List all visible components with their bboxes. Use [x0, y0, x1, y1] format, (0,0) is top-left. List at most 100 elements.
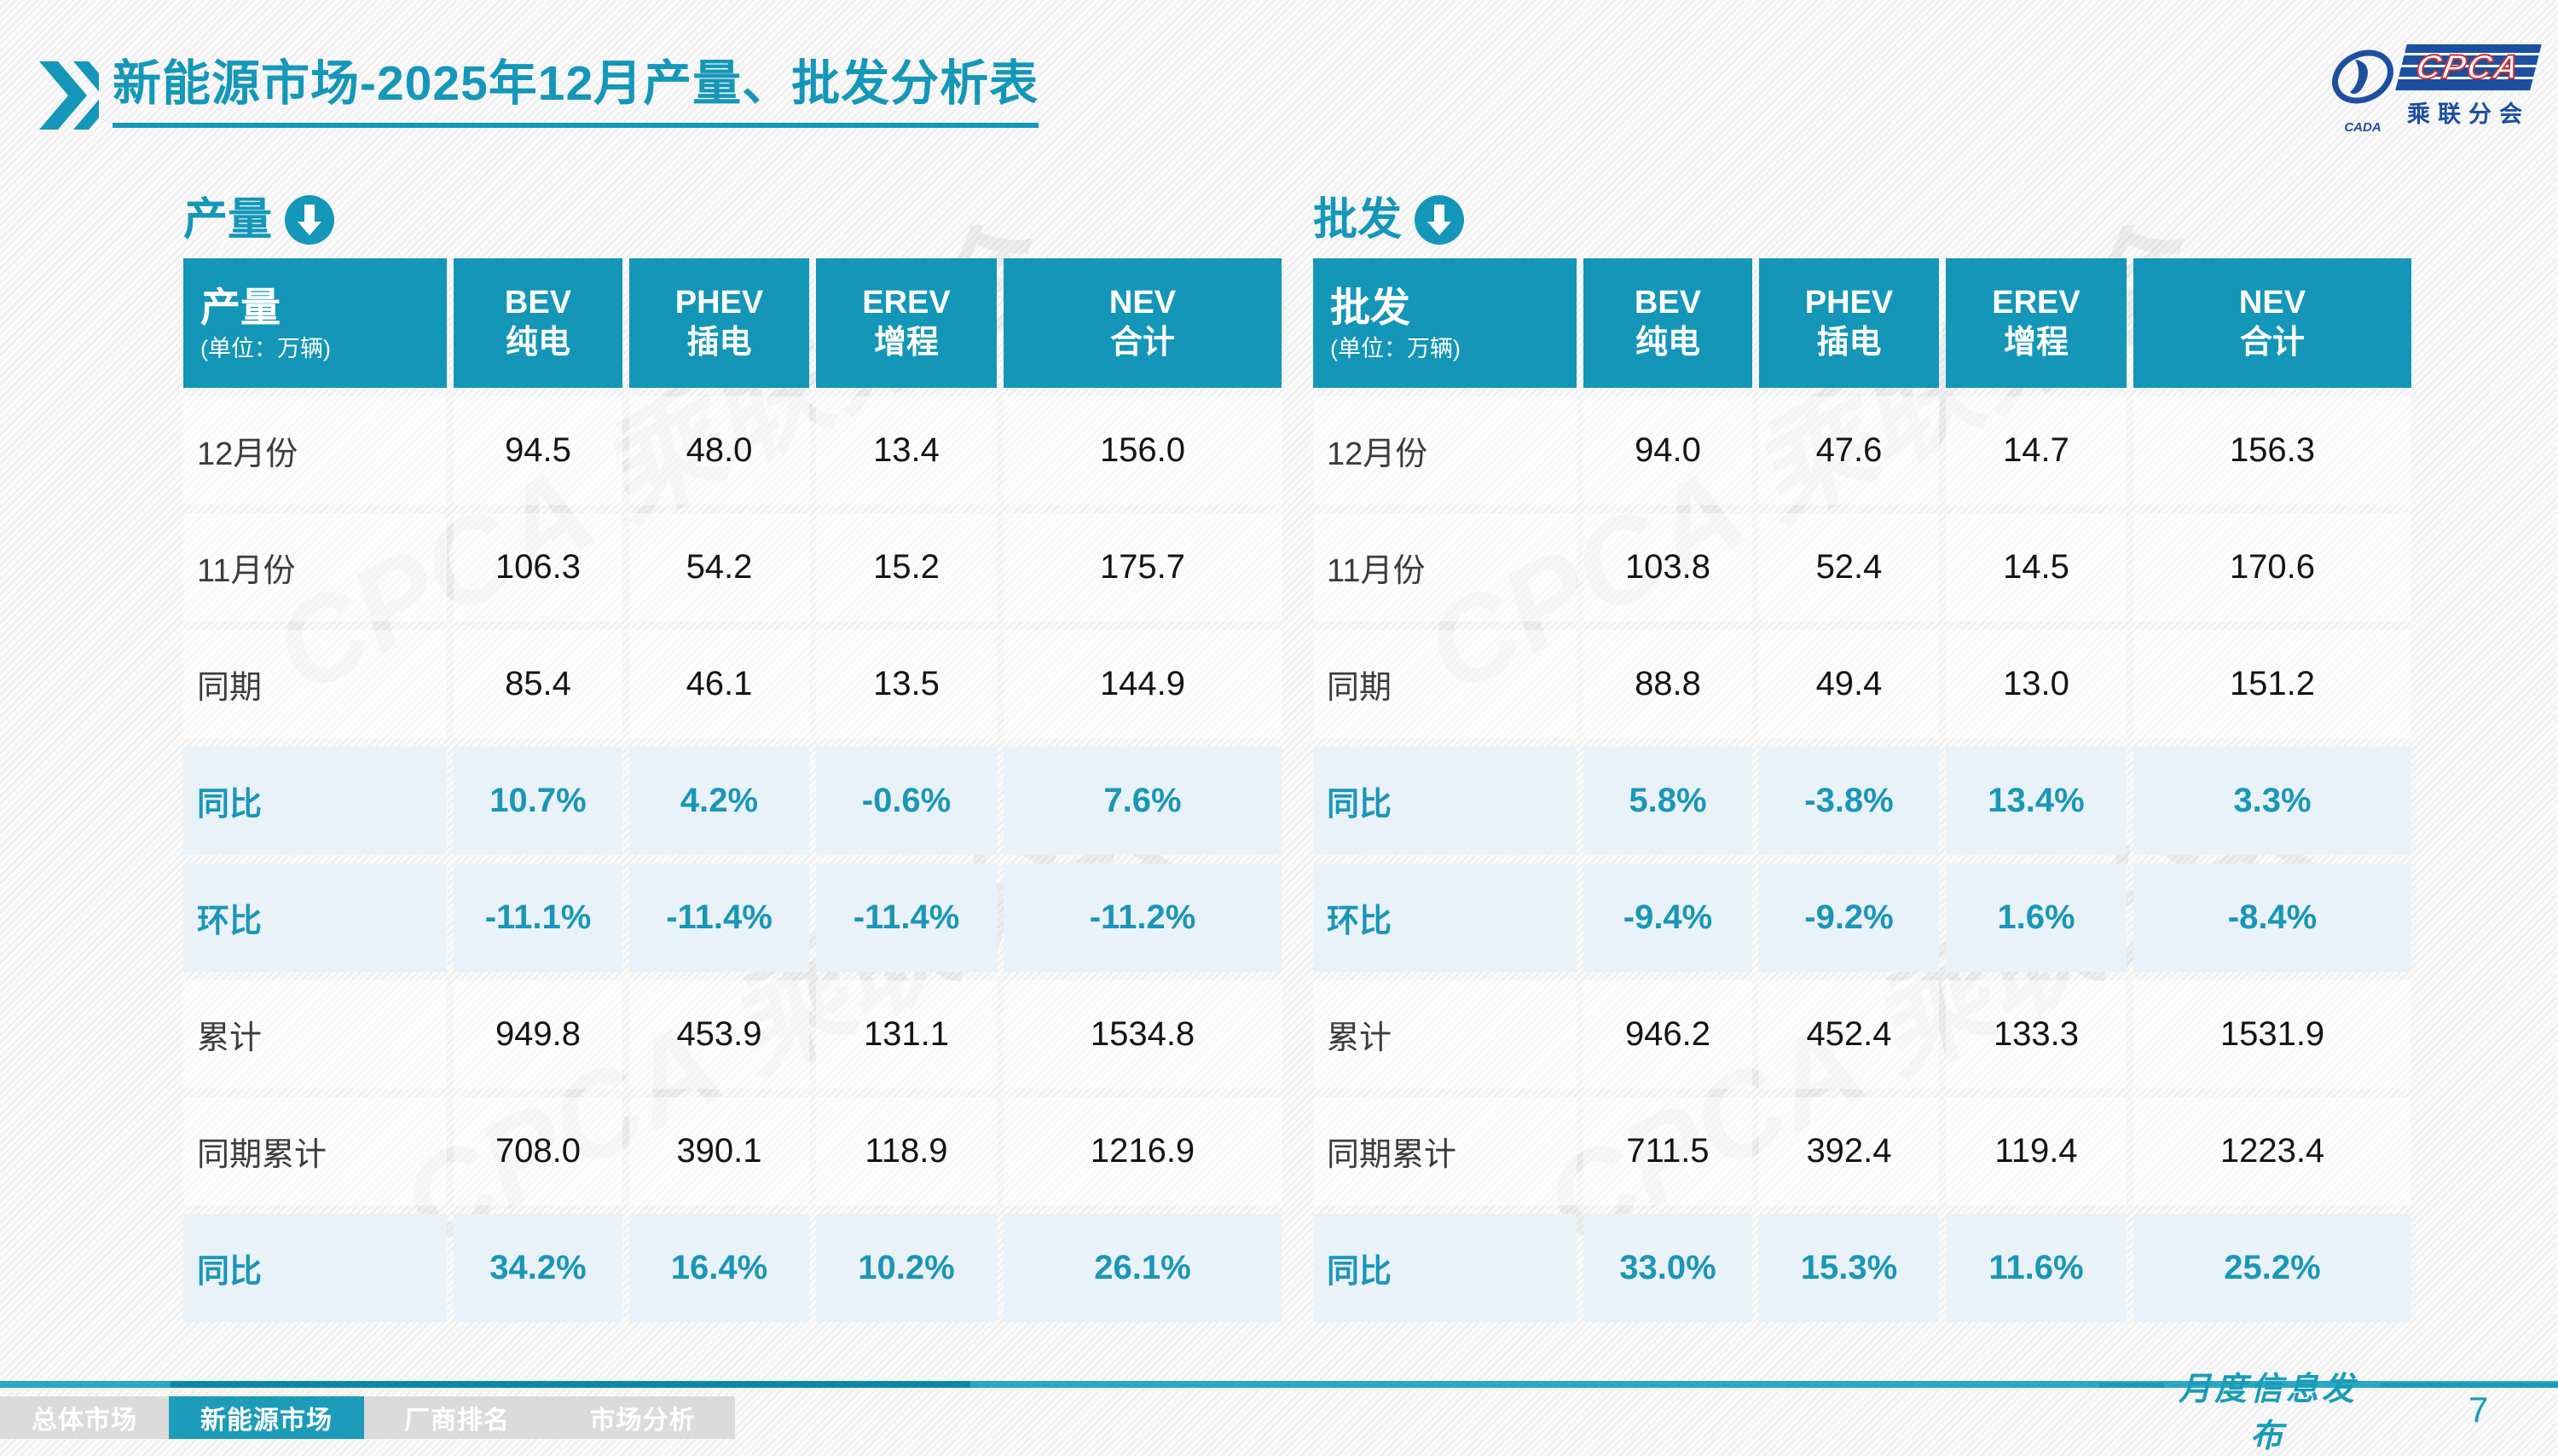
value-cell: 1216.9: [1004, 1097, 1282, 1205]
bottom-divider-accent: [171, 1381, 970, 1388]
cada-text: CADA: [2344, 120, 2381, 135]
column-header: BEV 纯电: [454, 258, 622, 388]
value-cell: 52.4: [1759, 513, 1939, 621]
value-cell: 118.9: [816, 1097, 997, 1205]
value-cell: 14.7: [1946, 396, 2127, 505]
value-cell: 946.2: [1583, 980, 1752, 1089]
value-cell: 13.5: [816, 630, 997, 738]
value-cell: 14.5: [1946, 513, 2127, 621]
value-cell: 13.0: [1946, 630, 2127, 738]
value-cell: 151.2: [2133, 630, 2411, 738]
wholesale-table: 批发 (单位：万辆) BEV 纯电 PHEV 插电 EREV 增程 NEV 合计 12月份 94.0 4…: [1313, 258, 2411, 1322]
value-cell: 156.3: [2133, 396, 2411, 505]
footer-right-rule: [2381, 1383, 2558, 1388]
column-header: NEV 合计: [1004, 258, 1282, 388]
publication-label: 月度信息发布: [2178, 1369, 2358, 1454]
value-cell: 47.6: [1759, 396, 1939, 505]
value-cell: 94.0: [1583, 396, 1752, 505]
value-cell: 453.9: [629, 980, 809, 1089]
value-cell: 10.7%: [454, 747, 622, 855]
cpca-logo: CADA CPCA 乘联分会: [2329, 44, 2542, 135]
value-cell: 711.5: [1583, 1097, 1752, 1205]
value-cell: -0.6%: [816, 747, 997, 855]
value-cell: 452.4: [1759, 980, 1939, 1089]
row-label: 同比: [1313, 1214, 1577, 1322]
nav-tab-nev-market[interactable]: 新能源市场: [169, 1396, 364, 1439]
value-cell: 4.2%: [629, 747, 809, 855]
production-section-head: 产量: [183, 182, 1282, 258]
row-label: 同期: [1313, 630, 1577, 738]
nav-tab-oem-ranking[interactable]: 厂商排名: [404, 1407, 510, 1435]
column-header: PHEV 插电: [629, 258, 809, 388]
value-cell: -11.4%: [629, 864, 809, 972]
value-cell: 10.2%: [816, 1214, 997, 1322]
value-cell: 156.0: [1004, 396, 1282, 505]
bottom-divider-line: [0, 1381, 2558, 1388]
row-label: 同期累计: [183, 1097, 447, 1205]
column-header: NEV 合计: [2133, 258, 2411, 388]
production-label: 产量: [183, 195, 273, 245]
row-label: 累计: [1313, 980, 1577, 1089]
value-cell: 48.0: [629, 396, 809, 505]
row-label: 12月份: [183, 396, 447, 505]
value-cell: -8.4%: [2133, 864, 2411, 972]
cpca-chinese-name: 乘联分会: [2407, 101, 2530, 127]
value-cell: 133.3: [1946, 980, 2127, 1089]
slide-header: 新能源市场-2025年12月产量、批发分析表: [39, 56, 1039, 130]
row-label: 11月份: [183, 513, 447, 621]
value-cell: 33.0%: [1583, 1214, 1752, 1322]
row-label: 同期: [183, 630, 447, 738]
value-cell: 85.4: [454, 630, 622, 738]
row-label: 11月份: [1313, 513, 1577, 621]
cpca-box: CPCA: [2395, 44, 2542, 90]
down-arrow-icon: [285, 195, 335, 245]
value-cell: -3.8%: [1759, 747, 1939, 855]
nav-tab-market-analysis[interactable]: 市场分析: [589, 1407, 696, 1435]
column-header: EREV 增程: [816, 258, 997, 388]
value-cell: 392.4: [1759, 1097, 1939, 1205]
value-cell: -9.2%: [1759, 864, 1939, 972]
value-cell: 144.9: [1004, 630, 1282, 738]
value-cell: 106.3: [454, 513, 622, 621]
nav-tab-overall-market[interactable]: 总体市场: [32, 1407, 137, 1435]
table-title-cell: 产量 (单位：万辆): [183, 258, 447, 388]
value-cell: 7.6%: [1004, 747, 1282, 855]
value-cell: 88.8: [1583, 630, 1752, 738]
double-chevron-icon: [39, 61, 99, 130]
row-label: 同比: [1313, 747, 1577, 855]
row-label: 累计: [183, 980, 447, 1089]
row-label: 环比: [1313, 864, 1577, 972]
value-cell: 54.2: [629, 513, 809, 621]
swoosh-icon: [2332, 49, 2393, 104]
value-cell: 1223.4: [2133, 1097, 2411, 1205]
value-cell: 49.4: [1759, 630, 1939, 738]
footer-left-rule: [2099, 1383, 2164, 1388]
value-cell: 390.1: [629, 1097, 809, 1205]
value-cell: 94.5: [454, 396, 622, 505]
wholesale-label: 批发: [1313, 195, 1403, 245]
value-cell: 13.4: [816, 396, 997, 505]
value-cell: 949.8: [454, 980, 622, 1089]
column-header: BEV 纯电: [1583, 258, 1752, 388]
value-cell: 11.6%: [1946, 1214, 2127, 1322]
value-cell: -11.4%: [816, 864, 997, 972]
value-cell: 131.1: [816, 980, 997, 1089]
row-label: 环比: [183, 864, 447, 972]
wholesale-panel: 批发 批发 (单位：万辆) BEV 纯电 PHEV 插电 EREV 增程 NEV 合计 12月份 94…: [1313, 182, 2411, 1322]
value-cell: 103.8: [1583, 513, 1752, 621]
value-cell: 1534.8: [1004, 980, 1282, 1089]
production-table: 产量 (单位：万辆) BEV 纯电 PHEV 插电 EREV 增程 NEV 合计 12月份 94.5 4…: [183, 258, 1282, 1322]
value-cell: 119.4: [1946, 1097, 2127, 1205]
row-label: 同期累计: [1313, 1097, 1577, 1205]
column-header: EREV 增程: [1946, 258, 2127, 388]
value-cell: -11.1%: [454, 864, 622, 972]
value-cell: 46.1: [629, 630, 809, 738]
value-cell: 34.2%: [454, 1214, 622, 1322]
page-title-highlight: 新能源市场: [113, 56, 360, 111]
value-cell: 25.2%: [2133, 1214, 2411, 1322]
row-label: 同比: [183, 747, 447, 855]
wholesale-section-head: 批发: [1313, 182, 2411, 258]
value-cell: 15.2: [816, 513, 997, 621]
cpca-swoosh: CADA: [2329, 44, 2396, 135]
value-cell: -9.4%: [1583, 864, 1752, 972]
